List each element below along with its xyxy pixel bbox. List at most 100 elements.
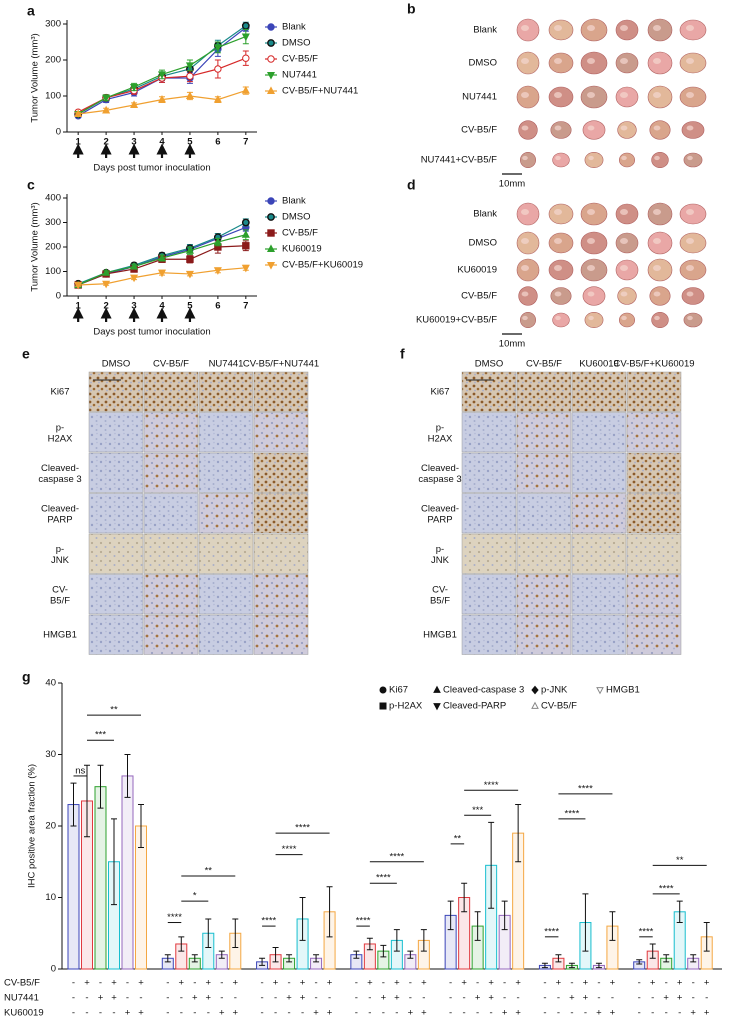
ihc-image [461, 452, 517, 493]
tumor [552, 312, 570, 328]
condition-sign: - [355, 978, 358, 989]
tumor [679, 52, 707, 74]
condition-sign: + [233, 978, 239, 989]
tumor [548, 232, 574, 254]
tumor [580, 18, 608, 42]
row-label: NU7441 [462, 92, 497, 103]
condition-sign: + [111, 978, 117, 989]
condition-sign: - [476, 978, 479, 989]
tumor-highlight [653, 25, 661, 31]
legend-label: Cleaved-PARP [443, 701, 506, 712]
x-axis-label: Days post tumor inoculation [93, 327, 210, 338]
error-bar [232, 918, 239, 949]
tumor-highlight [554, 58, 562, 64]
condition-sign: - [692, 993, 695, 1004]
tumor-highlight [621, 315, 627, 321]
tumor [681, 121, 705, 139]
condition-sign: - [260, 993, 263, 1004]
condition-sign: - [651, 993, 654, 1004]
ihc-image [88, 371, 144, 412]
marker [185, 62, 194, 70]
condition-sign: + [583, 993, 589, 1004]
error-bar [595, 962, 602, 969]
ihc-image [198, 533, 254, 574]
marker [102, 105, 111, 114]
condition-sign: + [111, 993, 117, 1004]
panel-letter: b [407, 1, 416, 17]
x-tick-label: 4 [159, 137, 165, 148]
ihc-image [516, 452, 572, 493]
tumor-highlight [653, 92, 661, 98]
tumor [552, 152, 570, 168]
tumor-highlight [554, 25, 562, 31]
error-bar [447, 900, 454, 931]
row-label: p-JNK [431, 543, 450, 565]
condition-label: CV-B5/F [4, 978, 40, 989]
tumor [615, 52, 639, 74]
tumor-highlight [654, 315, 660, 321]
row-label: Ki67 [50, 386, 69, 397]
condition-sign: - [611, 993, 614, 1004]
tumor [618, 312, 635, 328]
marker [241, 264, 250, 273]
bar [94, 786, 107, 970]
error-bar [286, 954, 293, 963]
tumor-highlight [587, 125, 595, 131]
condition-sign: - [126, 993, 129, 1004]
y-tick-label: 0 [56, 291, 61, 302]
condition-sign: + [206, 978, 212, 989]
significance-label: **** [376, 873, 391, 884]
marker [157, 253, 167, 262]
tumor [548, 52, 574, 74]
tumor-highlight [686, 58, 694, 64]
error-bar [420, 929, 427, 952]
bar [121, 775, 134, 970]
legend-label: CV-B5/F [282, 228, 318, 239]
error-bar [366, 937, 373, 951]
condition-sign: - [409, 978, 412, 989]
condition-sign: - [597, 993, 600, 1004]
y-tick-label: 300 [45, 19, 61, 30]
error-bar [272, 947, 279, 963]
y-tick-label: 0 [51, 964, 56, 975]
ihc-image [143, 493, 199, 534]
condition-sign: - [638, 978, 641, 989]
condition-sign: + [515, 978, 521, 989]
legend-marker [266, 261, 276, 270]
condition-sign: + [394, 993, 400, 1004]
significance-label: *** [95, 730, 106, 741]
marker [74, 281, 83, 290]
condition-sign: - [220, 993, 223, 1004]
condition-sign: + [704, 1008, 710, 1019]
marker [130, 100, 139, 109]
condition-sign: - [72, 1008, 75, 1019]
condition-sign: - [570, 1008, 573, 1019]
tumor [582, 120, 606, 140]
condition-sign: + [300, 978, 306, 989]
tumor-highlight [653, 58, 661, 64]
condition-sign: + [502, 1008, 508, 1019]
row-label: p-H2AX [48, 422, 73, 444]
legend-marker [266, 86, 276, 95]
condition-sign: + [461, 978, 467, 989]
row-label: Ki67 [430, 386, 449, 397]
row-label: CV-B5/F [461, 125, 497, 136]
tumor-highlight [620, 58, 628, 64]
significance-label: **** [282, 844, 297, 855]
condition-sign: + [610, 1008, 616, 1019]
marker [130, 262, 139, 270]
tumor [518, 120, 538, 140]
condition-sign: - [287, 1008, 290, 1019]
ihc-image [88, 614, 144, 655]
ihc-image [88, 412, 144, 453]
condition-sign: - [476, 1008, 479, 1019]
tumor [580, 85, 608, 109]
tumor [548, 203, 574, 225]
error-bar [541, 962, 548, 969]
condition-sign: - [274, 993, 277, 1004]
tumor-highlight [555, 315, 561, 321]
significance-label: * [193, 891, 197, 902]
legend-marker [379, 686, 387, 694]
condition-sign: - [638, 1008, 641, 1019]
tumor [580, 202, 608, 226]
